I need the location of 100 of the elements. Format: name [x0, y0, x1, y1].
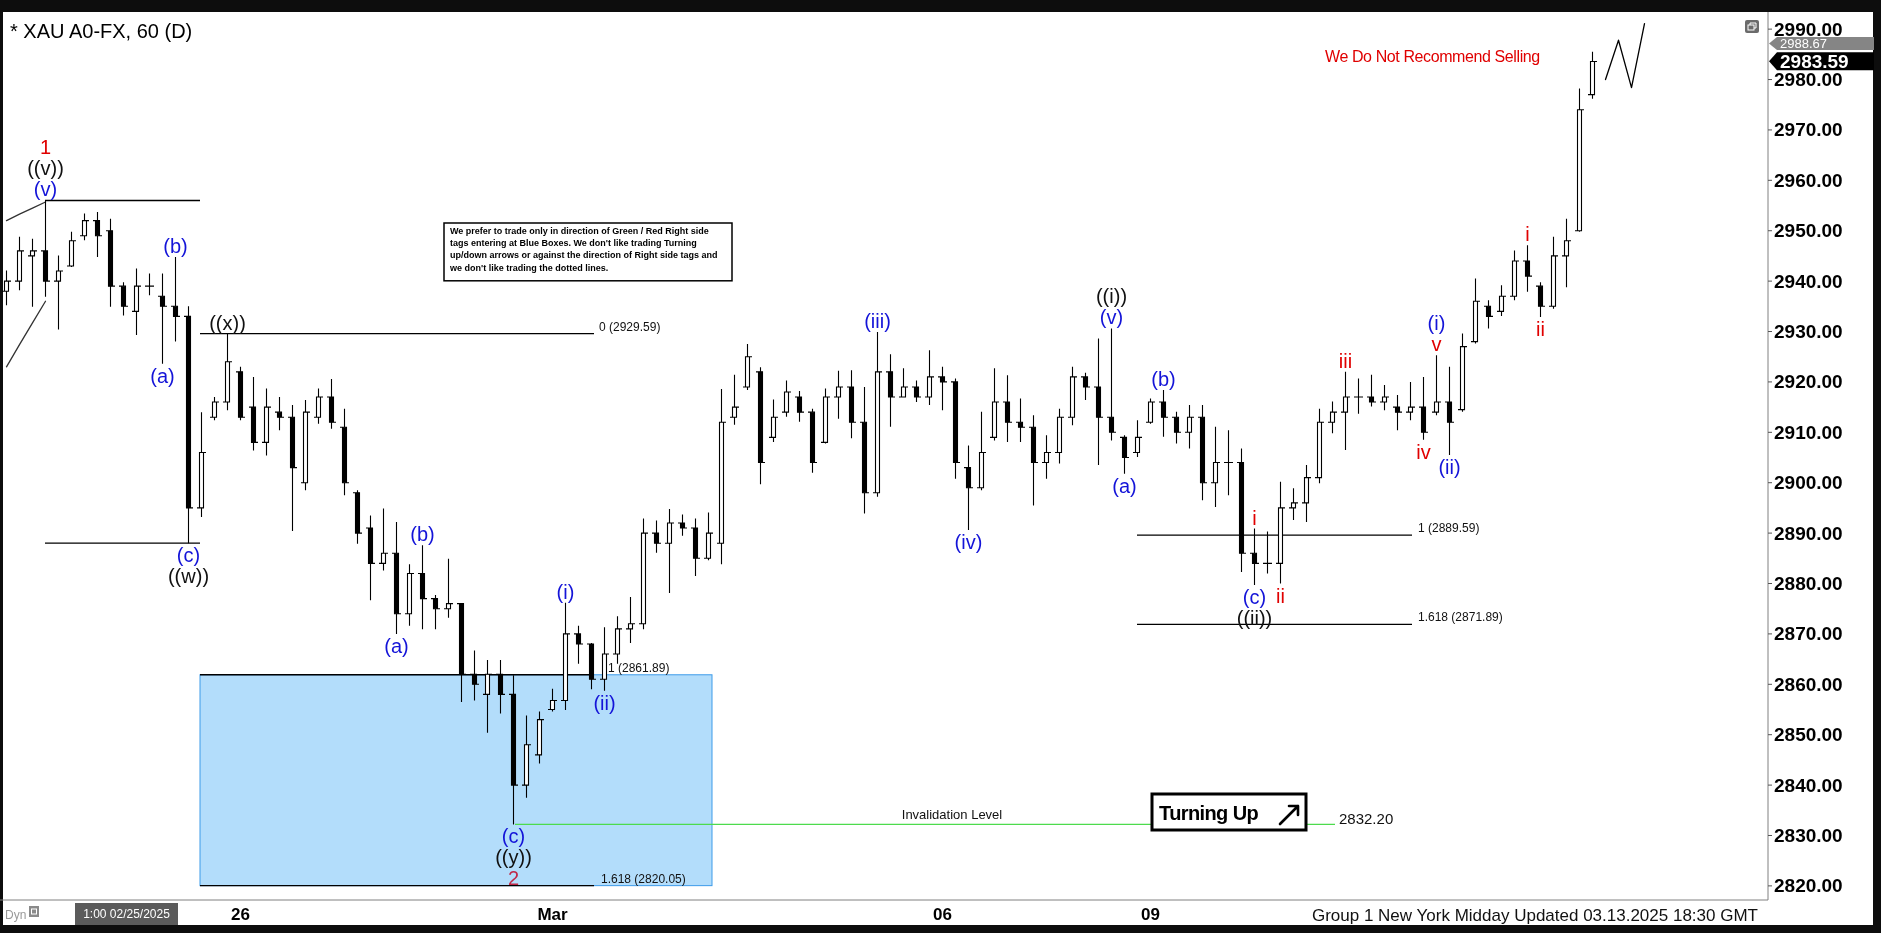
candlestick — [1314, 408, 1325, 484]
y-tick-label: 2830.00 — [1774, 824, 1843, 846]
candlestick — [27, 238, 38, 308]
candlestick — [1132, 419, 1143, 458]
annotation: (i) — [556, 580, 575, 603]
candlestick — [443, 558, 454, 619]
annotation: iv — [1416, 440, 1431, 463]
text: 1:00 02/25/2025 — [83, 907, 171, 921]
annotation: (a) — [384, 634, 409, 657]
candlestick — [612, 615, 623, 665]
annotation: (a) — [150, 364, 175, 387]
candlestick — [898, 367, 909, 398]
annotation: 1 — [39, 136, 52, 159]
candlestick — [1054, 408, 1065, 465]
text: 2983.59 — [1780, 50, 1849, 72]
candlestick — [547, 688, 558, 713]
y-tick-label: 2840.00 — [1774, 774, 1843, 796]
candlestick — [79, 213, 90, 241]
candlestick — [1379, 384, 1390, 411]
candlestick — [300, 399, 311, 491]
candlestick — [742, 343, 753, 391]
annotation: (ii) — [593, 691, 616, 714]
annotation: (c) — [176, 544, 201, 567]
candlestick — [1548, 236, 1559, 310]
candlestick — [885, 353, 896, 428]
annotation: v — [1431, 333, 1442, 356]
y-tick-label: 2960.00 — [1774, 169, 1843, 191]
y-tick-label: 2980.00 — [1774, 69, 1843, 91]
candlestick — [1223, 429, 1234, 496]
y-tick-label: 2950.00 — [1774, 220, 1843, 242]
candlestick — [14, 236, 25, 291]
annotation: (iv) — [954, 531, 983, 554]
candlestick — [1470, 278, 1481, 345]
annotation: (iii) — [864, 310, 891, 333]
y-tick-label: 2910.00 — [1774, 421, 1843, 443]
candlestick — [1574, 88, 1585, 233]
candlestick — [1457, 332, 1468, 413]
candlestick — [1496, 284, 1507, 317]
candlestick — [1535, 281, 1546, 318]
annotation: i — [1252, 506, 1257, 529]
annotation: ((y)) — [495, 846, 532, 869]
candlestick — [625, 596, 636, 644]
annotation: ((ii)) — [1236, 607, 1273, 630]
annotation: ii — [1276, 584, 1285, 607]
annotation: (ii) — [1438, 455, 1461, 478]
annotation: We Do Not Recommend Selling — [1325, 48, 1540, 65]
candlestick — [703, 511, 714, 561]
ref-line-label: 1 (2861.89) — [608, 660, 670, 675]
y-tick-label: 2890.00 — [1774, 522, 1843, 544]
y-tick-label: 2970.00 — [1774, 119, 1843, 141]
candlestick — [378, 507, 389, 571]
annotation: (b) — [1151, 367, 1176, 390]
candlestick — [794, 390, 805, 423]
candlestick — [248, 376, 259, 452]
candlestick — [209, 396, 220, 421]
candlestick — [1041, 434, 1052, 480]
candlestick — [950, 377, 961, 480]
candlestick — [1327, 401, 1338, 434]
ref-line-label: 1.618 (2820.05) — [601, 871, 686, 886]
candlestick — [807, 408, 818, 474]
y-tick-label: 2920.00 — [1774, 371, 1843, 393]
y-tick-label: 2870.00 — [1774, 623, 1843, 645]
ref-line-label: Invalidation Level — [901, 807, 1003, 823]
candlestick — [924, 349, 935, 406]
candlestick — [716, 388, 727, 565]
annotation: (b) — [410, 523, 435, 546]
candlestick — [365, 514, 376, 601]
candlestick — [1366, 374, 1377, 408]
candlestick — [651, 519, 662, 554]
candlestick — [1093, 338, 1104, 466]
ref-line-label: 1 (2889.59) — [1418, 521, 1480, 536]
candlestick — [1197, 404, 1208, 501]
candlestick — [1561, 218, 1572, 288]
candlestick — [1301, 464, 1312, 523]
annotation: ii — [1536, 317, 1545, 340]
candlestick — [131, 267, 142, 336]
candlestick — [1119, 434, 1130, 475]
candlestick — [781, 379, 792, 418]
candlestick — [976, 411, 987, 491]
candlestick — [963, 444, 974, 531]
annotation: (c) — [1242, 586, 1267, 609]
candlestick — [105, 218, 116, 308]
candlestick — [1080, 372, 1091, 401]
candlestick — [287, 404, 298, 532]
candlestick — [1067, 366, 1078, 426]
candlestick — [755, 366, 766, 485]
annotation: iii — [1338, 349, 1353, 372]
annotation: ((i)) — [1095, 285, 1128, 308]
annotation: ((v)) — [27, 157, 64, 180]
y-tick-label: 2820.00 — [1774, 875, 1843, 897]
candlestick — [768, 399, 779, 443]
candlestick — [339, 408, 350, 496]
y-tick-label: 2860.00 — [1774, 673, 1843, 695]
candlestick — [937, 366, 948, 411]
candlestick — [820, 387, 831, 444]
x-tick-label: 26 — [231, 904, 250, 924]
annotation: (v) — [33, 178, 58, 201]
line-series — [1604, 22, 1646, 89]
candlestick — [729, 374, 740, 426]
candlestick — [1431, 354, 1442, 416]
